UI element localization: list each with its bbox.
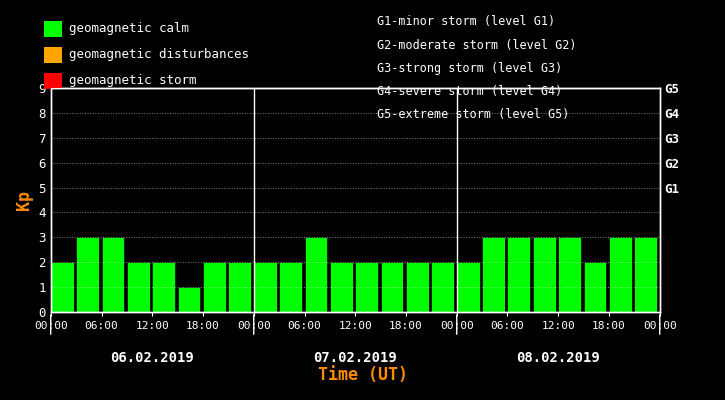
Text: G3-strong storm (level G3): G3-strong storm (level G3): [377, 62, 563, 75]
Text: geomagnetic storm: geomagnetic storm: [69, 74, 196, 87]
Bar: [457, 262, 479, 312]
Bar: [152, 262, 175, 312]
Bar: [178, 287, 200, 312]
Text: G1-minor storm (level G1): G1-minor storm (level G1): [377, 16, 555, 28]
Bar: [254, 262, 276, 312]
Bar: [228, 262, 251, 312]
Bar: [51, 262, 74, 312]
Y-axis label: Kp: Kp: [14, 190, 33, 210]
Bar: [355, 262, 378, 312]
Bar: [279, 262, 302, 312]
Bar: [634, 237, 657, 312]
Bar: [102, 237, 124, 312]
Bar: [431, 262, 454, 312]
Text: 07.02.2019: 07.02.2019: [313, 351, 397, 365]
Bar: [609, 237, 631, 312]
Text: G2-moderate storm (level G2): G2-moderate storm (level G2): [377, 39, 576, 52]
Text: geomagnetic disturbances: geomagnetic disturbances: [69, 48, 249, 61]
Text: geomagnetic calm: geomagnetic calm: [69, 22, 189, 35]
Bar: [584, 262, 606, 312]
Bar: [558, 237, 581, 312]
Bar: [406, 262, 428, 312]
Bar: [381, 262, 403, 312]
Text: G4-severe storm (level G4): G4-severe storm (level G4): [377, 85, 563, 98]
Bar: [304, 237, 327, 312]
Bar: [127, 262, 149, 312]
Bar: [533, 237, 555, 312]
Text: 06.02.2019: 06.02.2019: [110, 351, 194, 365]
Bar: [203, 262, 225, 312]
Bar: [76, 237, 99, 312]
Bar: [330, 262, 352, 312]
Text: 08.02.2019: 08.02.2019: [516, 351, 600, 365]
Text: G5-extreme storm (level G5): G5-extreme storm (level G5): [377, 108, 569, 121]
Bar: [482, 237, 505, 312]
Bar: [507, 237, 530, 312]
Text: Time (UT): Time (UT): [318, 366, 407, 384]
